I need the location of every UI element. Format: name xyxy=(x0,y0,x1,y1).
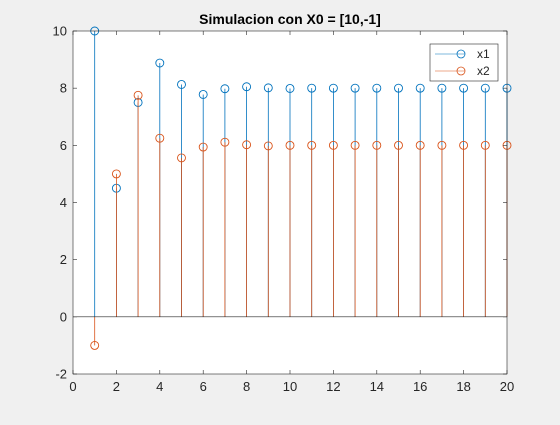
y-tick-label-4: 4 xyxy=(60,195,67,210)
y-tick-label-2: 2 xyxy=(60,252,67,267)
marker-x2-2 xyxy=(111,169,121,179)
marker-x2-10 xyxy=(285,140,295,150)
y-tick-label-8: 8 xyxy=(60,81,67,96)
marker-x1-12 xyxy=(328,83,338,93)
x-tick-label-0: 0 xyxy=(69,379,76,394)
marker-x1-15 xyxy=(394,83,403,93)
marker-x1-14 xyxy=(372,83,382,93)
marker-x1-9 xyxy=(263,83,273,93)
marker-x1-7 xyxy=(220,84,230,94)
marker-x1-10 xyxy=(285,84,295,93)
marker-x1-6 xyxy=(198,90,208,99)
x-tick-label-14: 14 xyxy=(370,379,384,394)
legend: x1 x2 xyxy=(429,43,499,82)
y-tick-label-0: 0 xyxy=(60,309,67,324)
x-tick-label-8: 8 xyxy=(243,379,250,394)
marker-x2-15 xyxy=(394,140,403,150)
x-tick-label-6: 6 xyxy=(200,379,207,394)
marker-x2-6 xyxy=(198,142,208,152)
marker-x2-9 xyxy=(263,141,273,151)
marker-x1-13 xyxy=(350,83,360,93)
marker-x2-1 xyxy=(90,340,100,350)
marker-x2-17 xyxy=(437,140,447,150)
y-tick-label-10: 10 xyxy=(53,24,67,39)
marker-x2-4 xyxy=(155,133,165,143)
legend-label-x2: x2 xyxy=(477,64,490,78)
marker-x1-5 xyxy=(177,80,186,89)
marker-x2-7 xyxy=(220,137,230,147)
legend-marker-x2 xyxy=(456,66,466,76)
x-tick-label-16: 16 xyxy=(413,379,427,394)
marker-x2-16 xyxy=(415,140,425,150)
x-tick-label-4: 4 xyxy=(156,379,163,394)
legend-marker-x1 xyxy=(456,49,466,59)
legend-label-x1: x1 xyxy=(477,47,490,61)
marker-x2-19 xyxy=(480,140,490,150)
marker-x2-18 xyxy=(459,140,469,150)
marker-x2-11 xyxy=(307,140,317,150)
chart-title: Simulacion con X0 = [10,-1] xyxy=(199,11,381,27)
marker-x2-3 xyxy=(133,90,143,100)
y-tick-label-6: 6 xyxy=(60,138,67,153)
marker-x1-11 xyxy=(307,83,317,93)
x-tick-label-18: 18 xyxy=(456,379,470,394)
marker-x1-19 xyxy=(480,83,490,93)
x-tick-label-2: 2 xyxy=(113,379,120,394)
legend-box xyxy=(429,43,499,82)
marker-x2-12 xyxy=(328,140,338,150)
marker-x1-16 xyxy=(415,83,425,93)
y-tick-label--2: -2 xyxy=(55,367,67,382)
x-tick-label-12: 12 xyxy=(326,379,340,394)
marker-x2-8 xyxy=(242,140,252,150)
marker-x2-13 xyxy=(350,140,360,150)
marker-x2-14 xyxy=(372,140,382,150)
marker-x1-18 xyxy=(459,83,469,93)
marker-x1-17 xyxy=(437,83,447,93)
x-tick-label-20: 20 xyxy=(500,379,514,394)
marker-x1-4 xyxy=(155,58,165,68)
marker-x1-8 xyxy=(242,82,252,92)
x-tick-label-10: 10 xyxy=(283,379,297,394)
marker-x2-5 xyxy=(177,153,186,163)
